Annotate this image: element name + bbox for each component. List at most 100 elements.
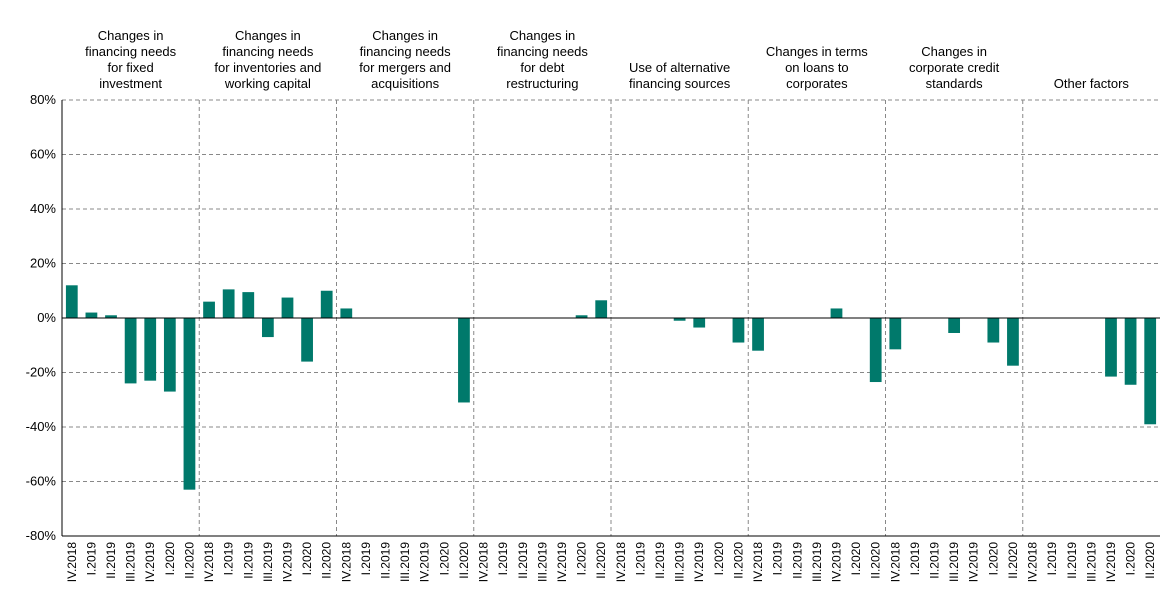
y-tick-label: -20% — [26, 365, 57, 380]
panel-title: standards — [926, 76, 984, 91]
x-tick-label: II.2019 — [516, 542, 530, 579]
bar — [340, 308, 353, 318]
x-tick-label: II.2020 — [457, 542, 471, 579]
panel-title: Changes in — [921, 44, 987, 59]
x-tick-label: II.2020 — [182, 542, 196, 579]
y-tick-label: -40% — [26, 419, 57, 434]
bar — [320, 290, 333, 318]
panel-title: Changes in terms — [766, 44, 868, 59]
panel-title: financing needs — [497, 44, 589, 59]
bar — [281, 297, 294, 318]
bar — [163, 318, 176, 392]
bar — [105, 315, 117, 318]
x-tick-label: IV.2018 — [888, 542, 902, 583]
x-tick-label: II.2019 — [104, 542, 118, 579]
x-tick-label: III.2019 — [398, 542, 412, 582]
bar — [85, 312, 98, 318]
bar — [242, 292, 255, 318]
x-tick-label: IV.2018 — [477, 542, 491, 583]
panel-title: for mergers and — [359, 60, 451, 75]
bar — [987, 318, 1000, 343]
x-tick-label: II.2020 — [1143, 542, 1157, 579]
y-tick-label: 60% — [30, 147, 56, 162]
x-tick-label: I.2020 — [986, 542, 1000, 576]
x-tick-label: I.2019 — [1045, 542, 1059, 576]
x-tick-label: I.2020 — [712, 542, 726, 576]
x-tick-label: IV.2018 — [339, 542, 353, 583]
x-tick-label: I.2020 — [1124, 542, 1138, 576]
x-tick-label: IV.2019 — [829, 542, 843, 583]
x-tick-label: II.2019 — [928, 542, 942, 579]
y-tick-label: -60% — [26, 474, 57, 489]
x-tick-label: I.2020 — [849, 542, 863, 576]
bar — [830, 308, 843, 318]
x-tick-label: I.2019 — [359, 542, 373, 576]
x-tick-label: III.2019 — [1084, 542, 1098, 582]
bar — [732, 318, 745, 343]
bar — [752, 318, 764, 351]
x-tick-label: II.2020 — [320, 542, 334, 579]
bar — [1124, 318, 1137, 385]
x-tick-label: I.2020 — [300, 542, 314, 576]
bar — [203, 301, 215, 318]
x-tick-label: III.2019 — [124, 542, 138, 582]
x-tick-label: I.2019 — [222, 542, 236, 576]
panel-title: Changes in — [372, 28, 438, 43]
x-tick-label: I.2019 — [771, 542, 785, 576]
x-tick-label: IV.2019 — [692, 542, 706, 583]
x-tick-label: I.2020 — [575, 542, 589, 576]
x-tick-label: I.2019 — [633, 542, 647, 576]
panel-title: for inventories and — [214, 60, 321, 75]
bar — [869, 318, 882, 383]
bar — [458, 318, 470, 403]
panel-title: financing needs — [222, 44, 314, 59]
panel-title: financing needs — [85, 44, 177, 59]
panel-title: Changes in — [98, 28, 164, 43]
x-tick-label: II.2019 — [241, 542, 255, 579]
x-tick-label: II.2020 — [1006, 542, 1020, 579]
bar — [693, 318, 706, 328]
x-tick-label: II.2019 — [790, 542, 804, 579]
bar — [575, 315, 588, 318]
bar — [1105, 318, 1117, 377]
x-tick-label: IV.2018 — [202, 542, 216, 583]
x-tick-label: II.2020 — [869, 542, 883, 579]
x-tick-label: III.2019 — [673, 542, 687, 582]
x-tick-label: IV.2019 — [1104, 542, 1118, 583]
x-tick-label: II.2020 — [731, 542, 745, 579]
bar — [1144, 318, 1157, 425]
x-tick-label: I.2020 — [163, 542, 177, 576]
panel-title: for fixed — [108, 60, 154, 75]
x-tick-label: IV.2018 — [1026, 542, 1040, 583]
x-tick-label: IV.2019 — [555, 542, 569, 583]
panel-title: Changes in — [509, 28, 575, 43]
panel-title: Other factors — [1054, 76, 1130, 91]
panel-title: restructuring — [506, 76, 578, 91]
x-tick-label: IV.2018 — [614, 542, 628, 583]
x-tick-label: III.2019 — [535, 542, 549, 582]
x-tick-label: I.2020 — [437, 542, 451, 576]
panel-title: Changes in — [235, 28, 301, 43]
x-tick-label: IV.2019 — [967, 542, 981, 583]
bar — [222, 289, 235, 318]
x-tick-label: II.2019 — [1065, 542, 1079, 579]
x-tick-label: II.2020 — [594, 542, 608, 579]
panel-title: corporates — [786, 76, 848, 91]
y-tick-label: 20% — [30, 256, 56, 271]
panel-title: Use of alternative — [629, 60, 730, 75]
bar — [183, 318, 196, 490]
bar — [948, 318, 961, 333]
panel-title: financing sources — [629, 76, 731, 91]
bar — [673, 318, 686, 321]
bar — [889, 318, 902, 350]
panel-title: on loans to — [785, 60, 849, 75]
x-tick-label: I.2019 — [496, 542, 510, 576]
x-tick-label: II.2019 — [379, 542, 393, 579]
x-tick-label: III.2019 — [947, 542, 961, 582]
panel-title: working capital — [224, 76, 311, 91]
y-tick-label: 0% — [37, 310, 56, 325]
x-tick-label: III.2019 — [261, 542, 275, 582]
x-tick-label: II.2019 — [653, 542, 667, 579]
x-tick-label: IV.2019 — [280, 542, 294, 583]
